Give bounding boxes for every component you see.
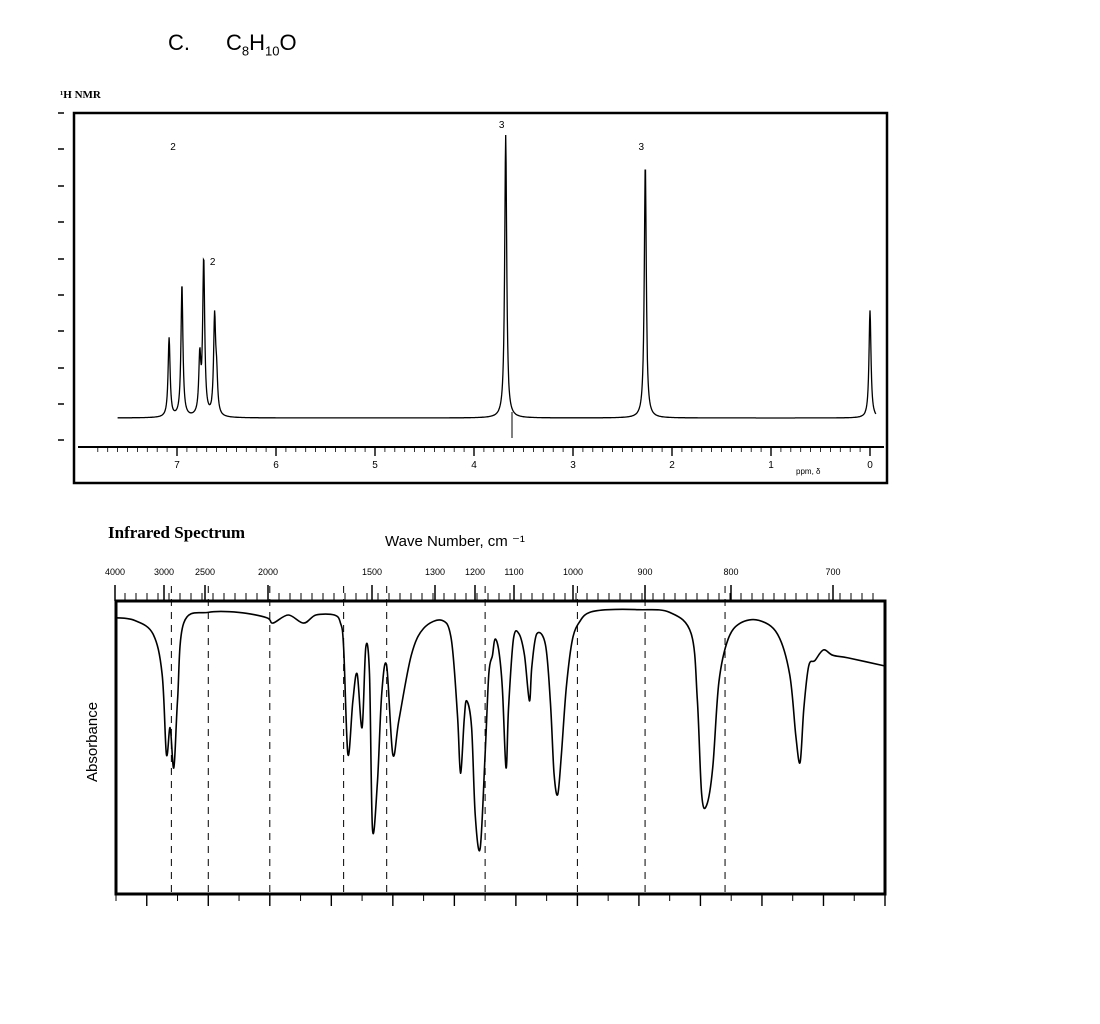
nmr-tick-label-1: 1 [768, 460, 774, 471]
formula-h: H [249, 30, 266, 55]
nmr-minor-ticks [97, 447, 871, 456]
nmr-chart: ¹H NMR 7 6 5 4 3 2 1 0 ppm, δ 2 2 3 3 [58, 89, 889, 485]
nmr-tick-label-7: 7 [174, 460, 180, 471]
ir-x-label: Wave Number, cm ⁻¹ [385, 533, 525, 550]
ir-wavenumber-3000: 3000 [154, 567, 174, 577]
ir-wavenumber-1500: 1500 [362, 567, 382, 577]
ir-wavenumber-2000: 2000 [258, 567, 278, 577]
ir-wavenumber-4000: 4000 [105, 567, 125, 577]
ir-frame [114, 599, 887, 896]
ir-wavenumber-800: 800 [723, 567, 738, 577]
ir-chart: Infrared Spectrum Wave Number, cm ⁻¹ 400… [84, 523, 900, 934]
ir-y-label: Absorbance [84, 702, 101, 782]
problem-heading: C. C8H10O [168, 30, 297, 58]
ir-wavenumber-1100: 1100 [504, 567, 523, 577]
nmr-tick-labels: 7 6 5 4 3 2 1 0 [174, 460, 873, 471]
nmr-tick-label-6: 6 [273, 460, 279, 471]
nmr-x-label: ppm, δ [796, 467, 821, 476]
nmr-integration-3: 3 [638, 142, 644, 153]
formula-o: O [279, 30, 297, 55]
nmr-tick-label-3: 3 [570, 460, 576, 471]
ir-bottom-ticks: 3456789101112131415 [100, 894, 900, 934]
formula-sub-10: 10 [265, 43, 280, 59]
nmr-integrations: 2 2 3 3 [170, 120, 644, 268]
ir-wavenumber-700: 700 [825, 567, 840, 577]
ir-wavenumber-labels: 4000 3000 2500 2000 1500 1300 1200 1100 1000 900 8… [105, 567, 841, 577]
nmr-tick-label-0: 0 [867, 460, 873, 471]
nmr-frame [72, 111, 889, 485]
nmr-integration-1: 2 [210, 257, 216, 268]
ir-top-ticks [114, 585, 874, 601]
nmr-left-marks [58, 112, 64, 441]
ir-wavenumber-1200: 1200 [465, 567, 485, 577]
ir-wavenumber-900: 900 [637, 567, 652, 577]
ir-title: Infrared Spectrum [108, 523, 245, 542]
problem-letter: C. [168, 30, 190, 55]
formula-c: C [226, 30, 242, 55]
ir-wavenumber-1300: 1300 [425, 567, 445, 577]
nmr-tick-label-2: 2 [669, 460, 675, 471]
nmr-tick-label-5: 5 [372, 460, 378, 471]
ir-spectrum-trace [115, 608, 886, 852]
ir-wavenumber-2500: 2500 [195, 567, 215, 577]
nmr-integration-2: 3 [499, 120, 505, 131]
nmr-spectrum-trace [117, 134, 877, 419]
ir-gridlines [170, 586, 726, 893]
nmr-title: ¹H NMR [60, 89, 102, 101]
nmr-tick-label-4: 4 [471, 460, 477, 471]
ir-wavenumber-1000: 1000 [563, 567, 583, 577]
formula-sub-8: 8 [241, 43, 250, 59]
ir-bottom-mask [100, 914, 900, 934]
nmr-integration-0: 2 [170, 142, 176, 153]
